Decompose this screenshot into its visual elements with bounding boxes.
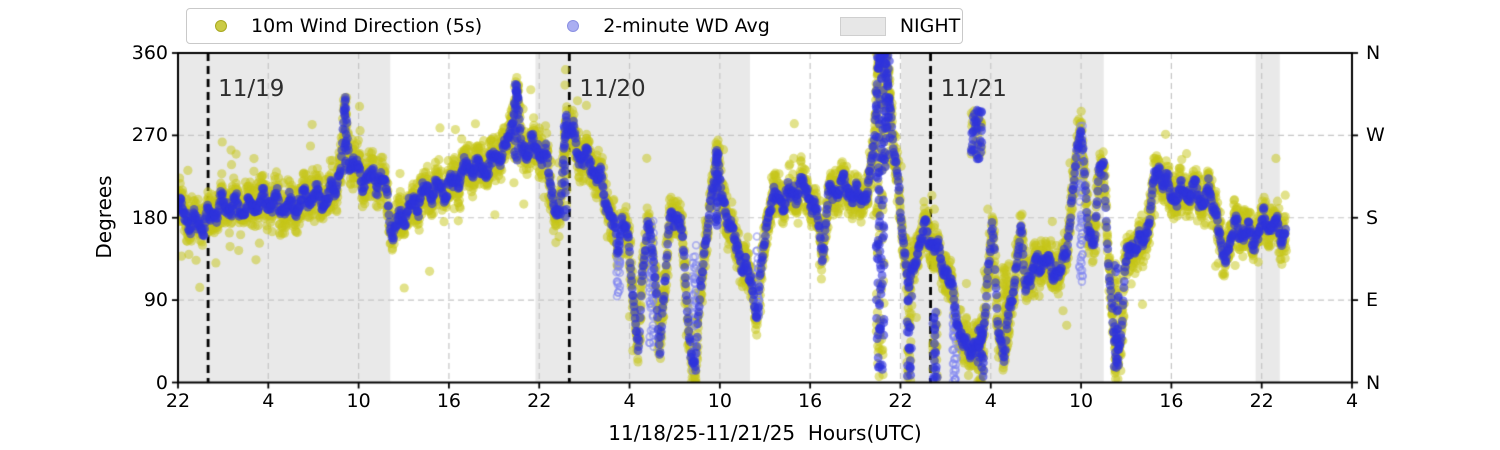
legend-item: 10m Wind Direction (5s) [215,15,482,37]
legend-item-label: 10m Wind Direction (5s) [251,15,483,37]
legend-item: 2-minute WD Avg [567,15,770,37]
night-patch-icon [839,16,886,36]
scatter-dot-icon [567,20,580,32]
legend-item-label: NIGHT [899,15,961,37]
legend-item: NIGHT [839,15,961,37]
scatter-dot-icon [215,20,227,32]
legend: 10m Wind Direction (5s) 2-minute WD Avg NI… [186,8,963,44]
legend-item-label: 2-minute WD Avg [603,15,770,37]
x-axis-label: 11/18/25-11/21/25 Hours(UTC) [608,421,922,445]
y-axis-label: Degrees [92,175,116,259]
